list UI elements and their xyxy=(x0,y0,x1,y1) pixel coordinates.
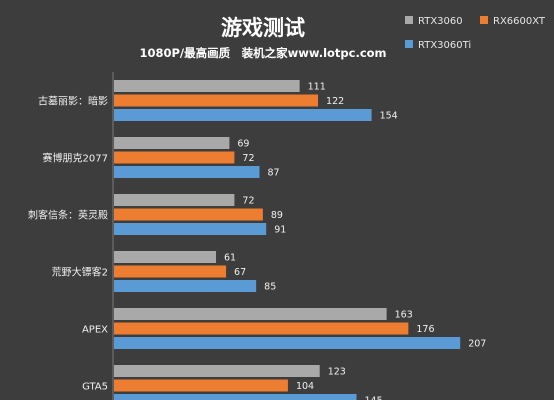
bar-3-1 xyxy=(114,194,235,206)
bar-1-3 xyxy=(114,109,372,121)
data-label-5-1: 163 xyxy=(395,310,413,321)
bar-4-3 xyxy=(114,280,257,292)
data-label-4-2: 67 xyxy=(234,267,246,278)
bar-1-2 xyxy=(114,94,319,107)
category-label-4: 荒野大镖客2 xyxy=(52,266,108,279)
bar-5-3 xyxy=(114,337,461,349)
bar-group-2: 赛博朋克2077 69 72 87 xyxy=(43,137,280,179)
bar-group-4: 荒野大镖客2 61 67 85 xyxy=(52,251,276,293)
data-label-4-1: 61 xyxy=(224,253,236,264)
category-label-3: 刺客信条：英灵殿 xyxy=(28,209,108,222)
data-label-4-3: 85 xyxy=(264,282,276,293)
bar-6-2 xyxy=(114,379,288,392)
data-label-6-1: 123 xyxy=(328,367,346,378)
data-label-5-3: 207 xyxy=(468,339,486,350)
bar-group-3: 刺客信条：英灵殿 72 89 91 xyxy=(28,194,286,236)
category-label-2: 赛博朋克2077 xyxy=(43,152,108,165)
data-label-2-3: 87 xyxy=(268,168,280,179)
chart-subtitle: 1080P/最高画质 装机之家www.lotpc.com xyxy=(139,46,386,60)
bar-3-2 xyxy=(114,208,263,221)
bar-2-3 xyxy=(114,166,260,178)
category-label-5: APEX xyxy=(82,325,108,336)
chart-title: 游戏测试 xyxy=(221,16,305,40)
category-label-6: GTA5 xyxy=(82,382,108,393)
data-label-5-2: 176 xyxy=(416,324,434,335)
bar-3-3 xyxy=(114,223,267,235)
bar-2-1 xyxy=(114,137,230,149)
data-label-3-2: 89 xyxy=(271,210,283,221)
data-label-3-3: 91 xyxy=(274,225,286,236)
bar-5-1 xyxy=(114,308,387,320)
legend-swatch-1 xyxy=(405,16,413,24)
bar-group-6: GTA5 123 104 145 xyxy=(82,365,383,400)
legend-label-2: RX6600XT xyxy=(493,16,546,27)
bar-5-2 xyxy=(114,322,409,335)
data-label-2-1: 69 xyxy=(237,139,249,150)
legend: RTX3060 RX6600XT RTX3060Ti xyxy=(405,16,546,51)
bar-2-2 xyxy=(114,151,235,164)
data-label-1-2: 122 xyxy=(326,96,344,107)
legend-label-1: RTX3060 xyxy=(418,16,463,27)
data-label-3-1: 72 xyxy=(242,196,254,207)
data-label-1-1: 111 xyxy=(308,82,326,93)
data-label-6-3: 145 xyxy=(365,396,383,400)
bar-6-3 xyxy=(114,394,357,400)
bar-4-1 xyxy=(114,251,217,263)
legend-label-3: RTX3060Ti xyxy=(418,40,471,51)
bar-6-1 xyxy=(114,365,320,377)
data-label-6-2: 104 xyxy=(296,381,314,392)
bar-1-1 xyxy=(114,80,300,92)
legend-swatch-3 xyxy=(405,40,413,48)
bar-4-2 xyxy=(114,265,227,278)
legend-swatch-2 xyxy=(480,16,488,24)
data-label-2-2: 72 xyxy=(242,153,254,164)
category-label-1: 古墓丽影：暗影 xyxy=(38,95,108,108)
data-label-1-3: 154 xyxy=(380,111,398,122)
